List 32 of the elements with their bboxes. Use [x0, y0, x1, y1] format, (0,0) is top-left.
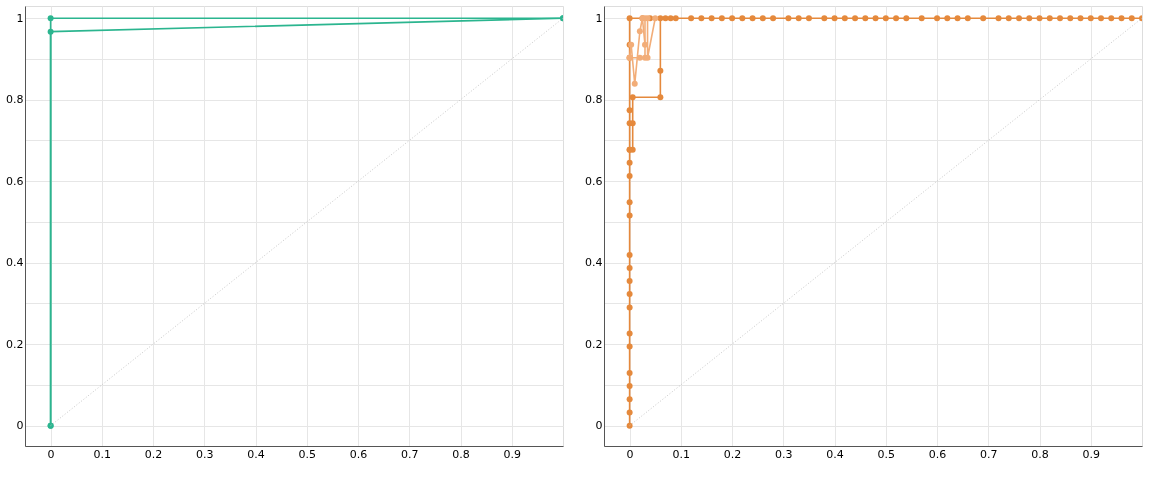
y-tick-label: 1	[595, 11, 603, 25]
x-tick-label: 0.2	[723, 447, 742, 461]
x-tick-label: 0.7	[980, 447, 998, 461]
x-tick-label: 0.6	[928, 447, 947, 461]
x-tick-label: 0.3	[775, 447, 793, 461]
x-tick-label: 0.4	[826, 447, 844, 461]
x-tick-label: 0	[626, 447, 634, 461]
y-tick-label: 1	[16, 11, 24, 25]
x-tick-label: 0.5	[298, 447, 317, 461]
y-tick-label: 0.4	[6, 256, 24, 270]
y-tick-label: 0.8	[6, 93, 24, 107]
x-tick-label: 0.7	[401, 447, 419, 461]
y-tick-label: 0.2	[585, 337, 603, 351]
y-tick-label: 0	[16, 419, 24, 433]
y-tick-label: 0.2	[6, 337, 24, 351]
y-tick-label: 0.6	[585, 174, 603, 188]
x-tick-label: 0	[47, 447, 55, 461]
x-tick-label: 0.2	[144, 447, 163, 461]
x-tick-label: 0.9	[1082, 447, 1101, 461]
x-tick-label: 0.5	[877, 447, 896, 461]
x-tick-label: 0.1	[93, 447, 112, 461]
x-tick-label: 0.4	[247, 447, 265, 461]
x-tick-label: 0.3	[196, 447, 214, 461]
x-tick-label: 0.9	[503, 447, 522, 461]
y-tick-label: 0	[595, 419, 603, 433]
y-tick-label: 0.4	[585, 256, 603, 270]
x-tick-label: 0.1	[672, 447, 691, 461]
y-tick-label: 0.8	[585, 93, 603, 107]
x-tick-label: 0.8	[452, 447, 470, 461]
x-tick-label: 0.6	[349, 447, 368, 461]
y-tick-label: 0.6	[6, 174, 24, 188]
x-tick-label: 0.8	[1031, 447, 1049, 461]
